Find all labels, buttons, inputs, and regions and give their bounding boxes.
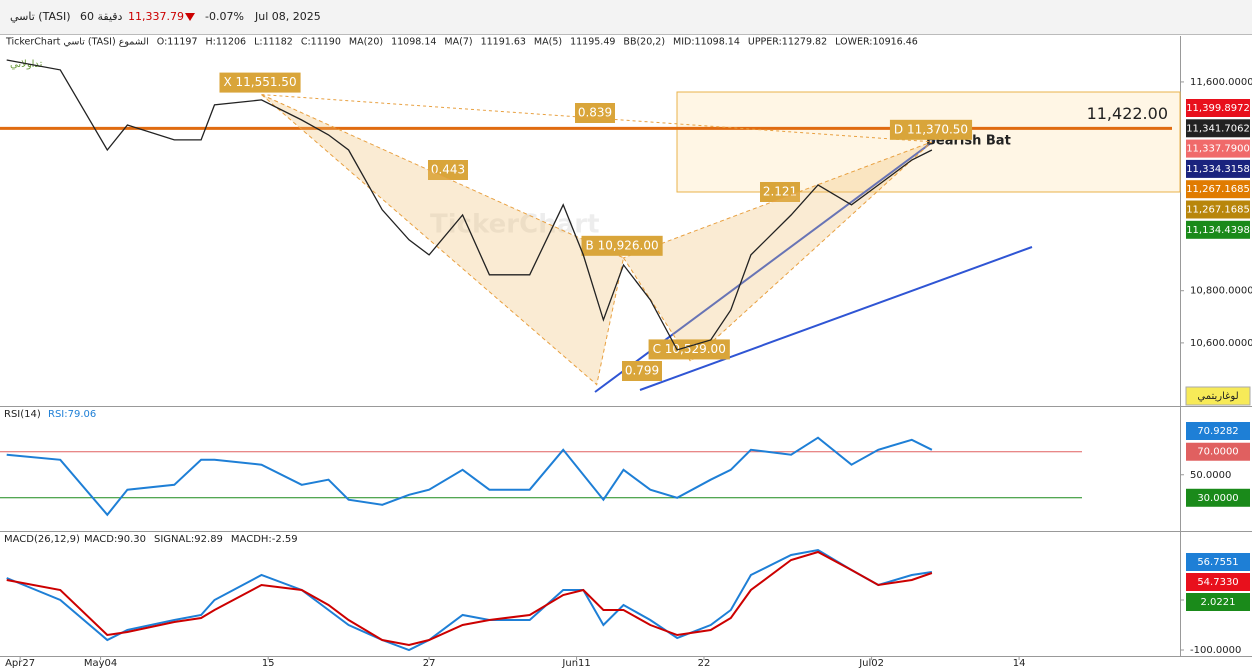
pattern-bcd [622, 141, 933, 363]
header-bar [0, 0, 1252, 34]
change: -0.07% [205, 10, 244, 23]
ratio: 2.121 [763, 185, 797, 199]
interval: 60 دقيقة [80, 10, 123, 23]
trend-line [639, 246, 1033, 391]
price-tag [1186, 159, 1250, 178]
price-tag-label: 11,341.7062 [1186, 123, 1250, 134]
rsi-title: RSI(14) [4, 409, 41, 420]
legend-item: MID:11098.14 [673, 37, 740, 48]
price-tag-label: 11,334.3158 [1186, 164, 1250, 175]
x-tick-label: May04 [84, 658, 117, 669]
price-tag-label: 11,399.8972 [1186, 103, 1250, 114]
pattern-xd [261, 94, 932, 143]
legend-item: MA(5) [534, 37, 562, 48]
axis-bg [1180, 36, 1252, 656]
price-tag [1186, 593, 1250, 611]
ratio-box [760, 182, 800, 202]
legend-item: LOWER:10916.46 [835, 37, 918, 48]
ratio-box [575, 103, 615, 123]
x-tick-label: 27 [423, 658, 436, 669]
legend-item: L:11182 [254, 37, 293, 48]
price-tag [1186, 180, 1250, 199]
price-tag-label: 70.9282 [1197, 426, 1238, 437]
price: 11,337.79 [128, 10, 184, 23]
x-tick-label: Jul02 [858, 658, 884, 669]
legend-item: C:11190 [301, 37, 341, 48]
price-tag-label: 11,337.7900 [1186, 144, 1250, 155]
price-tag [1186, 422, 1250, 440]
pattern-label: B 10,926.00 [586, 238, 659, 252]
price-tag [1186, 200, 1250, 219]
x-tick-label: 15 [262, 658, 275, 669]
price-tag-label: 56.7551 [1197, 557, 1238, 568]
data-line [6, 550, 933, 647]
price-tag-label: 54.7330 [1197, 577, 1238, 588]
pattern-box [219, 72, 301, 93]
legend-item: MA(20) [349, 37, 383, 48]
data-line [6, 548, 933, 652]
legend-item: 11191.63 [481, 37, 526, 48]
rsi-value: RSI:79.06 [48, 409, 96, 420]
price-tag [1186, 553, 1250, 571]
price-tag-label: 70.0000 [1197, 447, 1238, 458]
legend-item: TickerChart تاسي (TASI) الشموع [5, 37, 149, 48]
x-tick-label: Jun11 [561, 658, 590, 669]
pattern-box [648, 339, 730, 360]
price-tag [1186, 119, 1250, 138]
horizontal-line-label: 11,422.00 [1087, 104, 1168, 123]
price-tag [1186, 139, 1250, 158]
ratio: 0.799 [625, 364, 659, 378]
macd-legend: MACD:90.30 [84, 534, 146, 545]
data-line [6, 436, 933, 517]
symbol: تاسي (TASI) [10, 10, 71, 23]
price-tag-label: 2.0221 [1201, 597, 1236, 608]
x-tick-label: 22 [698, 658, 711, 669]
pattern-label: X 11,551.50 [223, 75, 296, 89]
legend-item: BB(20,2) [623, 37, 665, 48]
price-tag [1186, 99, 1250, 117]
macd-legend: MACDH:-2.59 [231, 534, 298, 545]
scale-button-label[interactable]: لوغاريتمي [1197, 391, 1238, 402]
y-tick-label: 50.0000 [1190, 470, 1231, 481]
y-tick-label: 10,600.0000 [1190, 338, 1252, 349]
pattern-box [889, 119, 973, 140]
price-tag-label: 11,267.1685 [1186, 184, 1250, 195]
pattern-label: D 11,370.50 [894, 122, 968, 136]
macd-title: MACD(26,12,9) [4, 534, 80, 545]
pattern-label: C 10,529.00 [653, 342, 726, 356]
pattern-box [581, 235, 663, 256]
ratio: 0.839 [578, 106, 612, 120]
down-arrow [185, 13, 195, 21]
legend-item: H:11206 [206, 37, 247, 48]
price-tag [1186, 488, 1250, 507]
x-tick-label: 14 [1013, 658, 1026, 669]
price-tag [1186, 573, 1250, 591]
ratio-box [622, 361, 662, 381]
legend-item: 11195.49 [570, 37, 615, 48]
date: Jul 08, 2025 [254, 10, 321, 23]
y-tick-label: 11,600.0000 [1190, 77, 1252, 88]
macd-legend: SIGNAL:92.89 [154, 534, 223, 545]
ratio-box [428, 160, 468, 180]
y-tick-label: -100.0000 [1190, 645, 1241, 656]
legend-item: MA(7) [444, 37, 472, 48]
price-tag [1186, 220, 1250, 239]
legend-item: 11098.14 [391, 37, 436, 48]
legend-item: O:11197 [157, 37, 198, 48]
ratio: 0.443 [431, 163, 465, 177]
y-tick-label: 10,800.0000 [1190, 286, 1252, 297]
price-tag-label: 30.0000 [1197, 493, 1238, 504]
price-tag-label: 11,134.4398 [1186, 225, 1250, 236]
legend-item: UPPER:11279.82 [748, 37, 827, 48]
scale-button[interactable] [1185, 386, 1251, 406]
price-tag [1186, 442, 1250, 461]
logo: تداولاتي [10, 59, 43, 70]
data-line [6, 59, 933, 351]
price-tag-label: 11,267.1685 [1186, 205, 1250, 216]
x-tick-label: Apr27 [5, 658, 35, 669]
